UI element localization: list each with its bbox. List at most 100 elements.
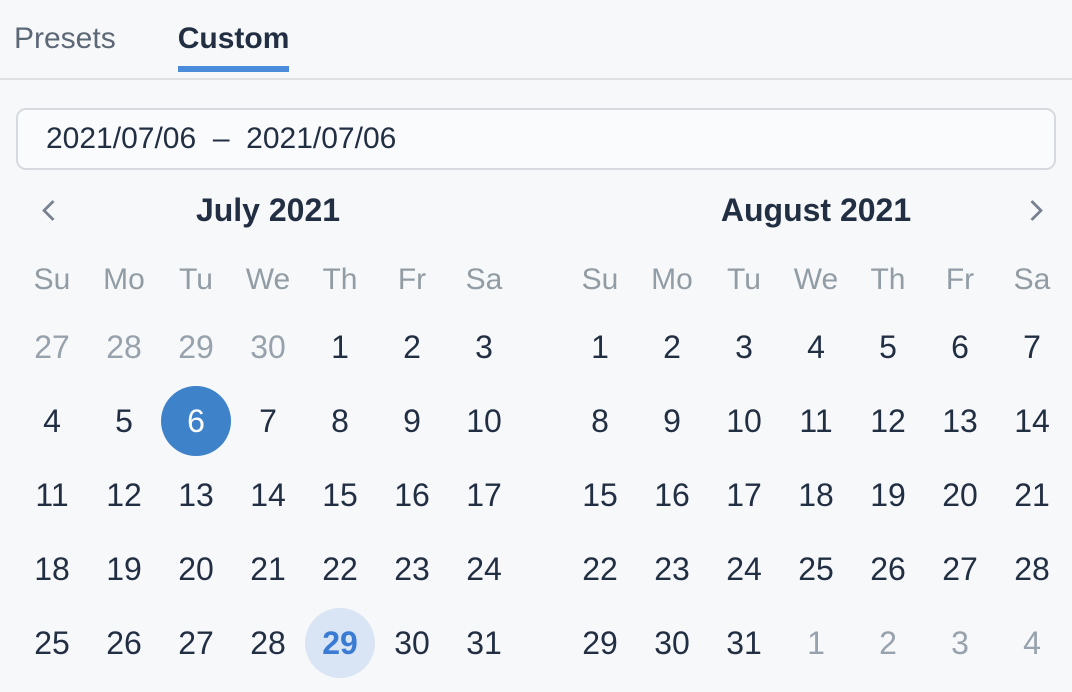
day-cell[interactable]: 28 <box>996 532 1068 606</box>
day-cell[interactable]: 27 <box>16 310 88 384</box>
month-header: July 2021 <box>16 170 520 250</box>
day-cell[interactable]: 1 <box>564 310 636 384</box>
day-cell[interactable]: 4 <box>16 384 88 458</box>
chevron-left-icon <box>41 199 63 221</box>
day-cell[interactable]: 25 <box>16 606 88 680</box>
day-cell[interactable]: 2 <box>852 606 924 680</box>
day-cell[interactable]: 7 <box>232 384 304 458</box>
day-cell[interactable]: 6 <box>160 384 232 458</box>
day-cell[interactable]: 4 <box>996 606 1068 680</box>
day-number: 16 <box>394 476 430 513</box>
day-cell[interactable]: 8 <box>304 384 376 458</box>
day-cell[interactable]: 26 <box>88 606 160 680</box>
day-cell[interactable]: 20 <box>924 458 996 532</box>
day-cell[interactable]: 27 <box>924 532 996 606</box>
day-cell[interactable]: 17 <box>708 458 780 532</box>
day-cell[interactable]: 7 <box>996 310 1068 384</box>
day-cell[interactable]: 2 <box>636 310 708 384</box>
day-cell[interactable]: 5 <box>852 310 924 384</box>
day-cell[interactable]: 18 <box>16 532 88 606</box>
day-cell[interactable]: 29 <box>160 310 232 384</box>
day-number: 18 <box>798 476 834 513</box>
day-cell[interactable]: 8 <box>564 384 636 458</box>
day-cell[interactable]: 16 <box>376 458 448 532</box>
day-number: 24 <box>726 550 762 587</box>
day-number: 21 <box>250 550 286 587</box>
day-cell[interactable]: 22 <box>564 532 636 606</box>
day-number: 19 <box>106 550 142 587</box>
day-cell[interactable]: 17 <box>448 458 520 532</box>
day-cell[interactable]: 24 <box>708 532 780 606</box>
day-cell[interactable]: 16 <box>636 458 708 532</box>
day-cell[interactable]: 15 <box>564 458 636 532</box>
day-number: 20 <box>178 550 214 587</box>
date-range-input[interactable] <box>16 108 1056 170</box>
day-number: 27 <box>34 328 70 365</box>
day-number: 26 <box>106 624 142 661</box>
day-cell[interactable]: 23 <box>376 532 448 606</box>
day-cell[interactable]: 30 <box>636 606 708 680</box>
day-cell[interactable]: 29 <box>564 606 636 680</box>
day-cell[interactable]: 30 <box>232 310 304 384</box>
day-cell[interactable]: 23 <box>636 532 708 606</box>
day-cell[interactable]: 28 <box>232 606 304 680</box>
day-number: 27 <box>942 550 978 587</box>
day-cell[interactable]: 3 <box>924 606 996 680</box>
day-cell[interactable]: 26 <box>852 532 924 606</box>
day-cell[interactable]: 5 <box>88 384 160 458</box>
next-month-button[interactable] <box>996 170 1068 250</box>
day-cell[interactable]: 11 <box>780 384 852 458</box>
day-number: 1 <box>331 328 349 365</box>
day-number: 29 <box>178 328 214 365</box>
tab-presets[interactable]: Presets <box>14 0 116 78</box>
day-cell[interactable]: 12 <box>88 458 160 532</box>
day-number: 20 <box>942 476 978 513</box>
day-number: 11 <box>799 402 833 439</box>
day-cell[interactable]: 11 <box>16 458 88 532</box>
day-cell[interactable]: 19 <box>852 458 924 532</box>
day-cell[interactable]: 15 <box>304 458 376 532</box>
day-cell[interactable]: 4 <box>780 310 852 384</box>
day-cell[interactable]: 13 <box>924 384 996 458</box>
prev-month-button[interactable] <box>16 170 88 250</box>
day-number: 10 <box>726 402 762 439</box>
day-cell[interactable]: 22 <box>304 532 376 606</box>
day-number: 30 <box>654 624 690 661</box>
day-cell[interactable]: 25 <box>780 532 852 606</box>
day-cell[interactable]: 13 <box>160 458 232 532</box>
day-cell[interactable]: 28 <box>88 310 160 384</box>
tab-custom-label: Custom <box>177 22 290 55</box>
day-cell[interactable]: 14 <box>232 458 304 532</box>
day-cell[interactable]: 24 <box>448 532 520 606</box>
day-cell[interactable]: 3 <box>448 310 520 384</box>
day-cell[interactable]: 2 <box>376 310 448 384</box>
day-cell[interactable]: 10 <box>708 384 780 458</box>
day-cell[interactable]: 29 <box>304 606 376 680</box>
tab-custom[interactable]: Custom <box>177 0 290 78</box>
day-cell[interactable]: 1 <box>780 606 852 680</box>
day-cell[interactable]: 20 <box>160 532 232 606</box>
day-cell[interactable]: 9 <box>636 384 708 458</box>
day-cell[interactable]: 21 <box>996 458 1068 532</box>
day-cell[interactable]: 18 <box>780 458 852 532</box>
day-cell[interactable]: 12 <box>852 384 924 458</box>
day-number: 25 <box>798 550 834 587</box>
weekday-label: Sa <box>1013 263 1051 296</box>
calendar-pair: July 2021 Su Mo Tu We Th Fr Sa 27 28 29 30 1 2 3 4 5 6 7… <box>0 170 1072 680</box>
day-cell[interactable]: 3 <box>708 310 780 384</box>
day-cell[interactable]: 14 <box>996 384 1068 458</box>
day-cell[interactable]: 10 <box>448 384 520 458</box>
day-cell[interactable]: 21 <box>232 532 304 606</box>
day-number: 12 <box>870 402 906 439</box>
weekday-label: Th <box>322 263 358 296</box>
weekday-label: Tu <box>179 263 213 296</box>
day-number: 15 <box>582 476 618 513</box>
day-cell[interactable]: 31 <box>448 606 520 680</box>
day-cell[interactable]: 31 <box>708 606 780 680</box>
day-cell[interactable]: 9 <box>376 384 448 458</box>
day-cell[interactable]: 30 <box>376 606 448 680</box>
day-cell[interactable]: 19 <box>88 532 160 606</box>
day-cell[interactable]: 1 <box>304 310 376 384</box>
day-cell[interactable]: 27 <box>160 606 232 680</box>
day-cell[interactable]: 6 <box>924 310 996 384</box>
